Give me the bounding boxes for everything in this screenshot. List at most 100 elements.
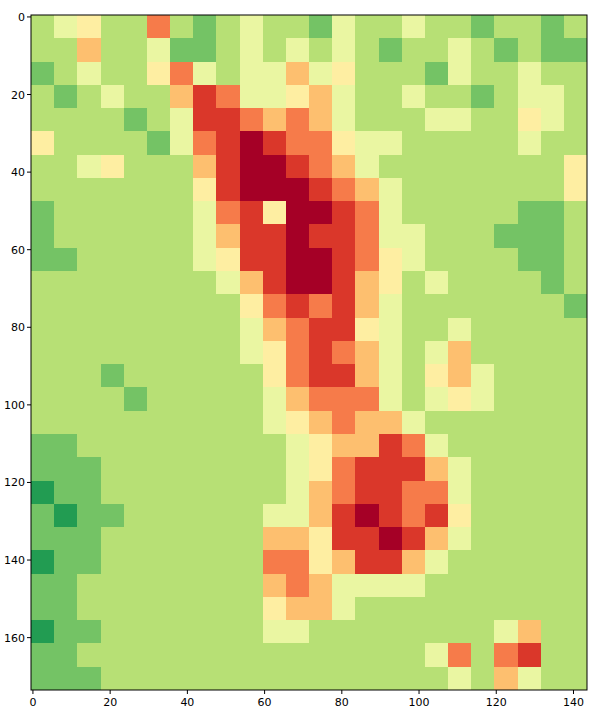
heatmap-cell xyxy=(448,85,472,109)
heatmap-cell xyxy=(77,574,101,598)
heatmap-cell xyxy=(541,294,565,318)
y-tick-label: 60 xyxy=(11,244,25,257)
heatmap-cell xyxy=(124,364,148,388)
heatmap-cell xyxy=(541,271,565,295)
heatmap-cell xyxy=(193,318,217,342)
heatmap-cell xyxy=(286,201,310,225)
heatmap-cell xyxy=(77,131,101,155)
heatmap-cell xyxy=(77,108,101,132)
heatmap-cell xyxy=(332,341,356,365)
heatmap-cell xyxy=(541,131,565,155)
heatmap-cell xyxy=(216,527,240,551)
heatmap-cell xyxy=(379,294,403,318)
heatmap-cell xyxy=(286,38,310,62)
heatmap-cell xyxy=(193,131,217,155)
heatmap-cell xyxy=(355,481,379,505)
heatmap-cell xyxy=(379,62,403,86)
heatmap-cell xyxy=(471,341,495,365)
heatmap-cell xyxy=(471,364,495,388)
heatmap-cell xyxy=(147,85,171,109)
heatmap-cell xyxy=(448,155,472,179)
heatmap-cell xyxy=(170,131,194,155)
heatmap-cell xyxy=(332,201,356,225)
heatmap-cell xyxy=(541,643,565,667)
heatmap-cell xyxy=(494,62,518,86)
heatmap-cell xyxy=(31,85,55,109)
heatmap-cell xyxy=(54,155,78,179)
heatmap-cell xyxy=(448,550,472,574)
heatmap-cell xyxy=(31,248,55,272)
heatmap-cell xyxy=(147,527,171,551)
heatmap-cell xyxy=(263,108,287,132)
heatmap-cell xyxy=(402,434,426,458)
y-tick-label: 40 xyxy=(11,166,25,179)
heatmap-cell xyxy=(240,62,264,86)
heatmap-cell xyxy=(471,504,495,528)
heatmap-cell xyxy=(332,85,356,109)
heatmap-cell xyxy=(425,201,449,225)
heatmap-cell xyxy=(448,15,472,39)
heatmap-cell xyxy=(101,108,125,132)
heatmap-cell xyxy=(240,597,264,621)
heatmap-cell xyxy=(494,224,518,248)
heatmap-cell xyxy=(425,38,449,62)
heatmap-cell xyxy=(170,224,194,248)
heatmap-cell xyxy=(263,434,287,458)
heatmap-cell xyxy=(402,481,426,505)
heatmap-cell xyxy=(124,201,148,225)
heatmap-cell xyxy=(193,550,217,574)
heatmap-cell xyxy=(379,364,403,388)
heatmap-cell xyxy=(494,550,518,574)
heatmap-cell xyxy=(263,85,287,109)
heatmap-cell xyxy=(240,341,264,365)
heatmap-cell xyxy=(54,620,78,644)
heatmap-cell xyxy=(332,481,356,505)
heatmap-cell xyxy=(124,85,148,109)
heatmap-cell xyxy=(471,620,495,644)
heatmap-cell xyxy=(355,550,379,574)
heatmap-cell xyxy=(240,620,264,644)
x-tick xyxy=(573,690,574,694)
heatmap-cell xyxy=(518,504,542,528)
heatmap-cell xyxy=(425,667,449,690)
heatmap-cell xyxy=(471,574,495,598)
heatmap-cell xyxy=(332,178,356,202)
heatmap-cell xyxy=(147,201,171,225)
heatmap-cell xyxy=(263,318,287,342)
heatmap-cell xyxy=(101,574,125,598)
heatmap-cell xyxy=(193,271,217,295)
heatmap-cell xyxy=(379,108,403,132)
heatmap-cell xyxy=(31,62,55,86)
x-tick-label: 60 xyxy=(258,696,272,709)
heatmap-cell xyxy=(124,550,148,574)
heatmap-cell xyxy=(147,178,171,202)
heatmap-cell xyxy=(170,411,194,435)
heatmap-cell xyxy=(31,434,55,458)
heatmap-cell xyxy=(101,411,125,435)
heatmap-cell xyxy=(193,457,217,481)
heatmap-cell xyxy=(147,620,171,644)
heatmap-cell xyxy=(54,178,78,202)
heatmap-cell xyxy=(402,178,426,202)
heatmap-cell xyxy=(54,457,78,481)
heatmap-cell xyxy=(564,341,587,365)
heatmap-cell xyxy=(124,108,148,132)
heatmap-cell xyxy=(216,318,240,342)
heatmap-cell xyxy=(541,15,565,39)
heatmap-cell xyxy=(309,411,333,435)
heatmap-cell xyxy=(54,597,78,621)
heatmap-cell xyxy=(147,294,171,318)
heatmap-cell xyxy=(124,527,148,551)
heatmap-cell xyxy=(216,574,240,598)
heatmap-cell xyxy=(77,481,101,505)
heatmap-cell xyxy=(402,38,426,62)
y-tick xyxy=(27,249,31,250)
heatmap-cell xyxy=(170,318,194,342)
heatmap-cell xyxy=(286,248,310,272)
heatmap-cell xyxy=(216,271,240,295)
heatmap-cell xyxy=(216,364,240,388)
heatmap-cell xyxy=(124,62,148,86)
heatmap-cell xyxy=(286,667,310,690)
heatmap-cell xyxy=(564,108,587,132)
heatmap-cell xyxy=(286,411,310,435)
